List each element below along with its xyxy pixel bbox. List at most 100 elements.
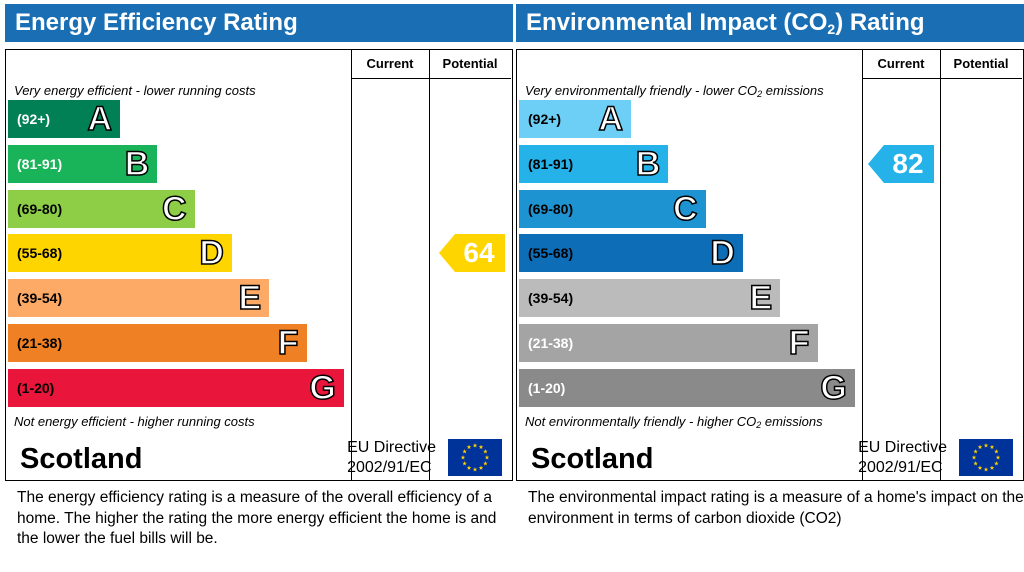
rating-band-c: (69-80) C	[519, 189, 706, 229]
rating-band-b: (81-91) B	[519, 144, 669, 184]
star-icon	[462, 461, 467, 466]
panel-title: Environmental Impact (CO2) Rating	[516, 4, 1024, 42]
bottom-note: Not energy efficient - higher running co…	[14, 414, 255, 429]
band-letter: B	[635, 144, 661, 184]
band-letter: F	[788, 323, 810, 363]
divider	[862, 78, 1022, 79]
eu-directive: EU Directive 2002/91/EC	[347, 438, 436, 478]
band-letter: C	[672, 189, 698, 229]
eu-flag-icon	[448, 439, 502, 476]
rating-band-e: (39-54) E	[519, 278, 781, 318]
rating-band-d: (55-68) D	[519, 234, 743, 274]
rating-band-e: (39-54) E	[8, 278, 270, 318]
star-icon	[462, 449, 467, 454]
band-letter: G	[820, 368, 848, 408]
divider	[429, 50, 430, 480]
band-letter: F	[277, 323, 299, 363]
star-icon	[989, 465, 995, 470]
title-text: Environmental Impact (CO	[526, 9, 828, 36]
band-letter: G	[309, 368, 337, 408]
star-icon	[995, 455, 1001, 460]
rating-band-c: (69-80) C	[8, 189, 195, 228]
directive-line2: 2002/91/EC	[858, 459, 943, 476]
rating-band-f: (21-38) F	[519, 323, 818, 363]
top-note-subscript: 2	[757, 89, 763, 99]
eu-directive: EU Directive 2002/91/EC	[858, 438, 947, 478]
star-icon	[478, 444, 484, 450]
top-note-text: Very environmentally friendly - lower CO	[525, 83, 758, 98]
rating-band-f: (21-38) F	[8, 323, 307, 363]
description: The environmental impact rating is a mea…	[528, 489, 1024, 527]
bottom-note-text: Not environmentally friendly - higher CO	[525, 414, 757, 429]
rating-value: 82	[892, 147, 924, 179]
rating-band-g: (1-20) G	[519, 368, 855, 408]
star-icon	[973, 449, 978, 454]
bottom-note-text-end: emissions	[761, 414, 823, 429]
band-range-label: (55-68)	[17, 245, 63, 262]
country-label: Scotland	[531, 443, 654, 475]
rating-grid: Current Potential Very environmentally f…	[516, 49, 1024, 481]
band-letter: E	[238, 278, 262, 318]
band-range-label: (69-80)	[17, 200, 63, 217]
band-letter: D	[710, 234, 736, 274]
star-icon	[971, 455, 977, 460]
band-range-label: (1-20)	[528, 379, 566, 396]
directive-line1: EU Directive	[858, 439, 947, 456]
band-range-label: (39-54)	[17, 290, 63, 307]
star-icon	[484, 455, 490, 460]
divider	[351, 50, 352, 480]
rating-band-a: (92+) A	[8, 99, 120, 139]
rating-grid: Current Potential Very energy efficient …	[5, 49, 513, 481]
column-header-current: Current	[366, 56, 414, 71]
band-letter: E	[749, 278, 773, 318]
description: The energy efficiency rating is a measur…	[17, 489, 497, 547]
band-range-label: (39-54)	[528, 290, 574, 307]
band-range-label: (55-68)	[528, 245, 574, 262]
footer: Scotland EU Directive 2002/91/EC	[5, 436, 513, 481]
band-range-label: (1-20)	[17, 379, 55, 396]
top-note: Very energy efficient - lower running co…	[14, 83, 256, 98]
star-icon	[460, 455, 466, 460]
directive-line1: EU Directive	[347, 439, 436, 456]
star-icon	[472, 467, 478, 472]
star-icon	[478, 465, 484, 470]
star-icon	[973, 461, 978, 466]
bottom-note: Not environmentally friendly - higher CO…	[525, 414, 823, 430]
column-header-current: Current	[877, 56, 925, 71]
environmental-impact-panel: Environmental Impact (CO2) Rating Curren…	[516, 4, 1024, 566]
rating-band-d: (55-68) D	[8, 234, 232, 274]
band-range-label: (81-91)	[17, 155, 63, 172]
star-icon	[977, 444, 983, 450]
arrow-shape	[868, 144, 934, 183]
star-icon	[472, 443, 478, 448]
rating-band-g: (1-20) G	[8, 368, 344, 408]
band-range-label: (21-38)	[17, 335, 63, 351]
divider	[351, 78, 511, 79]
rating-value: 64	[463, 237, 495, 269]
band-letter: A	[598, 99, 624, 139]
star-icon	[466, 444, 472, 450]
directive-line2: 2002/91/EC	[347, 459, 432, 476]
star-icon	[994, 461, 999, 466]
band-range-label: (69-80)	[528, 200, 574, 217]
band-letter: A	[87, 99, 113, 139]
title-text-end: ) Rating	[835, 9, 925, 36]
footer: Scotland EU Directive 2002/91/EC	[516, 436, 1024, 481]
star-icon	[989, 444, 995, 450]
title-subscript: 2	[827, 21, 836, 37]
star-icon	[983, 443, 989, 448]
rating-band-b: (81-91) B	[8, 144, 158, 184]
current-rating-arrow: 82	[868, 144, 934, 183]
column-header-potential: Potential	[442, 56, 498, 71]
panel-title: Energy Efficiency Rating	[5, 4, 513, 42]
band-letter: D	[199, 234, 225, 274]
potential-rating-arrow: 64	[439, 234, 505, 273]
top-note: Very environmentally friendly - lower CO…	[525, 83, 824, 99]
bottom-note-subscript: 2	[756, 420, 762, 430]
country-label: Scotland	[20, 443, 143, 475]
band-range-label: (92+)	[528, 111, 562, 127]
column-header-potential: Potential	[953, 56, 1009, 71]
band-letter: B	[124, 144, 150, 184]
eu-flag-icon	[959, 439, 1013, 476]
star-icon	[977, 465, 983, 470]
